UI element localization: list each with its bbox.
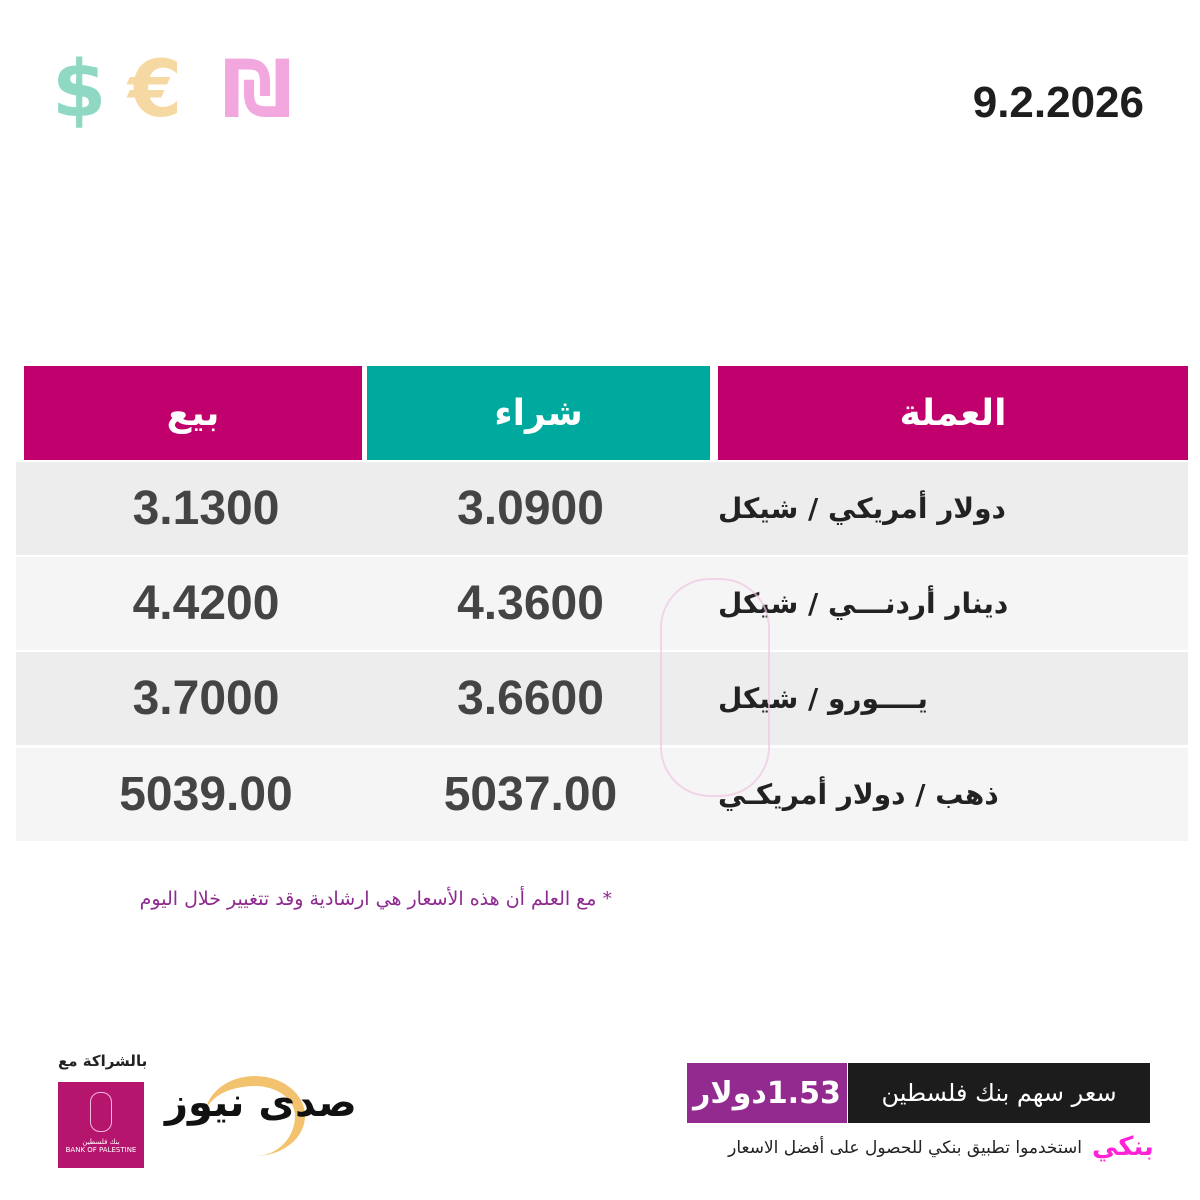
sell-value: 3.7000 bbox=[132, 672, 280, 725]
banki-app-logo: بنكي bbox=[1092, 1132, 1154, 1162]
table-row: 3.7000 3.6600 يــــورو / شيكل bbox=[16, 652, 1188, 745]
header-buy: شراء bbox=[367, 366, 710, 460]
table-row: 4.4200 4.3600 دينار أردنـــي / شيكل bbox=[16, 557, 1188, 650]
buy-value: 3.0900 bbox=[457, 482, 604, 535]
buy-value: 4.3600 bbox=[457, 577, 604, 630]
currency-name: يــــورو / شيكل bbox=[718, 682, 928, 715]
euro-glyph: € bbox=[128, 45, 183, 135]
currency-name: دولار أمريكي / شيكل bbox=[718, 492, 1006, 525]
dollar-glyph: $ bbox=[52, 45, 107, 135]
watermark-emblem-icon bbox=[660, 578, 770, 797]
bank-of-palestine-logo: بنك فلسطين BANK OF PALESTINE bbox=[58, 1082, 144, 1168]
header-currency: العملة bbox=[718, 366, 1188, 460]
disclaimer-note: * مع العلم أن هذه الأسعار هي ارشادية وقد… bbox=[139, 888, 612, 910]
sada-news-logo: صدى نيوز bbox=[165, 1076, 357, 1156]
bank-emblem-icon bbox=[90, 1092, 112, 1132]
euro-icon: € bbox=[128, 45, 182, 135]
app-promo-text: استخدموا تطبيق بنكي للحصول على أفضل الاس… bbox=[728, 1138, 1082, 1158]
shekel-glyph: ₪ bbox=[222, 45, 293, 135]
sell-value: 5039.00 bbox=[119, 768, 293, 821]
buy-value: 5037.00 bbox=[443, 768, 618, 821]
header-sell: بيع bbox=[24, 366, 362, 460]
date: 9.2.2026 bbox=[972, 78, 1144, 127]
table-row: 5039.00 5037.00 ذهب / دولار أمريكـي bbox=[16, 748, 1188, 841]
dollar-icon: $ bbox=[52, 45, 106, 135]
buy-value: 3.6600 bbox=[457, 672, 604, 725]
table-row: 3.1300 3.0900 دولار أمريكي / شيكل bbox=[16, 462, 1188, 555]
partner-label: بالشراكة مع bbox=[58, 1052, 148, 1070]
shekel-icon: ₪ bbox=[222, 45, 293, 135]
share-price-label: سعر سهم بنك فلسطين bbox=[848, 1063, 1150, 1123]
sell-value: 3.1300 bbox=[132, 482, 280, 535]
share-price-value: 1.53دولار bbox=[687, 1063, 847, 1123]
sell-value: 4.4200 bbox=[132, 577, 280, 630]
currency-name: ذهب / دولار أمريكـي bbox=[718, 778, 999, 811]
currency-name: دينار أردنـــي / شيكل bbox=[718, 587, 1009, 620]
